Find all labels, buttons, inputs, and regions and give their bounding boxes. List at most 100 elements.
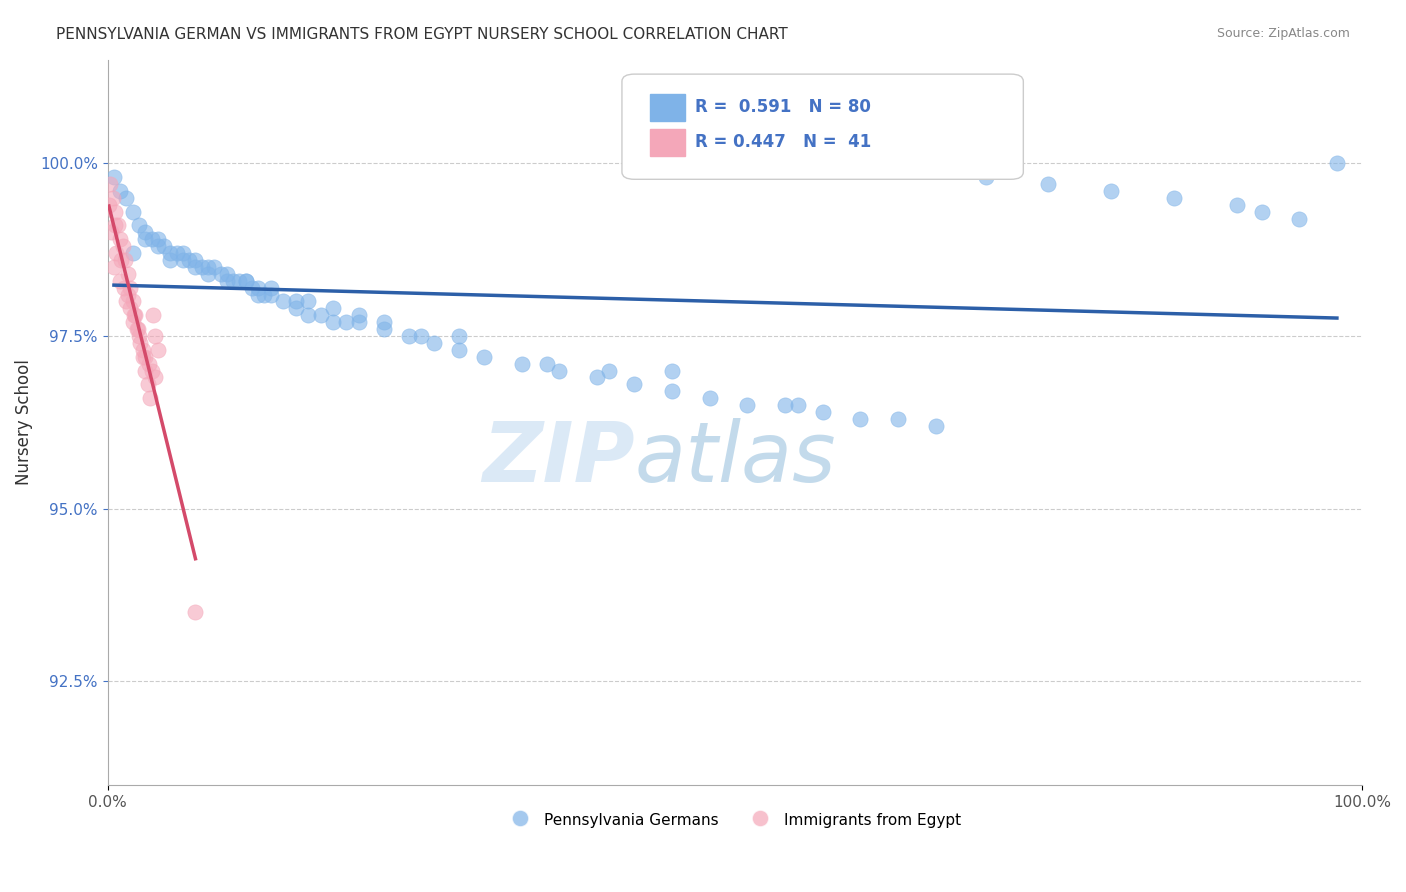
Text: R =  0.591   N = 80: R = 0.591 N = 80 xyxy=(695,98,870,117)
Point xyxy=(143,370,166,384)
Point xyxy=(548,363,571,377)
Point xyxy=(235,274,257,288)
Point xyxy=(623,377,645,392)
Point xyxy=(373,322,395,336)
Point xyxy=(184,260,207,274)
Point xyxy=(179,252,201,267)
Point xyxy=(510,357,533,371)
Point xyxy=(215,274,238,288)
Point xyxy=(197,267,219,281)
Point xyxy=(141,232,163,246)
Point xyxy=(134,232,156,246)
Point xyxy=(132,350,155,364)
Point xyxy=(103,260,125,274)
Point xyxy=(114,252,136,267)
Point xyxy=(104,204,127,219)
Point xyxy=(108,232,131,246)
Point xyxy=(202,260,225,274)
Point xyxy=(411,329,433,343)
Point xyxy=(125,322,148,336)
Point xyxy=(222,274,245,288)
Point xyxy=(184,252,207,267)
Point xyxy=(240,280,263,294)
Point xyxy=(110,252,132,267)
Point xyxy=(215,267,238,281)
Point xyxy=(104,219,127,233)
Point xyxy=(121,204,143,219)
Point xyxy=(472,350,495,364)
Point xyxy=(159,252,181,267)
Point xyxy=(322,315,344,329)
Point xyxy=(536,357,558,371)
Point xyxy=(115,191,138,205)
Point xyxy=(309,308,332,322)
Point xyxy=(146,232,169,246)
Point xyxy=(112,280,135,294)
Point xyxy=(447,329,470,343)
Point xyxy=(253,287,276,301)
Point xyxy=(197,260,219,274)
Point xyxy=(423,335,446,350)
Point xyxy=(128,329,150,343)
Point xyxy=(235,274,257,288)
Point xyxy=(136,377,159,392)
Point xyxy=(347,308,370,322)
Point xyxy=(924,418,946,433)
Point xyxy=(260,280,283,294)
Y-axis label: Nursery School: Nursery School xyxy=(15,359,32,485)
Point xyxy=(139,391,162,405)
Point xyxy=(661,363,683,377)
Point xyxy=(849,412,872,426)
Point xyxy=(1326,156,1348,170)
Point xyxy=(121,315,143,329)
Point xyxy=(190,260,212,274)
Point xyxy=(132,343,155,357)
Point xyxy=(1038,177,1060,191)
Point xyxy=(209,267,232,281)
Point xyxy=(153,239,176,253)
Point xyxy=(121,246,143,260)
Text: ZIP: ZIP xyxy=(482,418,634,500)
Text: Source: ZipAtlas.com: Source: ZipAtlas.com xyxy=(1216,27,1350,40)
Point xyxy=(97,197,120,211)
Point xyxy=(100,225,122,239)
Point xyxy=(284,294,307,309)
Bar xyxy=(650,128,685,156)
Point xyxy=(103,169,125,184)
Point xyxy=(134,225,156,239)
Point xyxy=(122,308,145,322)
Point xyxy=(117,267,139,281)
Point xyxy=(773,398,796,412)
Point xyxy=(398,329,420,343)
Point xyxy=(1163,191,1185,205)
Point xyxy=(98,177,121,191)
Point xyxy=(134,363,156,377)
Point xyxy=(120,301,142,316)
Point xyxy=(786,398,808,412)
Point xyxy=(974,169,997,184)
Point xyxy=(146,343,169,357)
Point xyxy=(142,308,165,322)
Point xyxy=(172,252,194,267)
Point xyxy=(172,246,194,260)
Point xyxy=(127,322,149,336)
Point xyxy=(1288,211,1310,226)
Point xyxy=(297,294,319,309)
Point xyxy=(121,294,143,309)
Bar xyxy=(650,94,685,121)
Point xyxy=(228,274,250,288)
Point xyxy=(108,274,131,288)
Point xyxy=(105,246,128,260)
Point xyxy=(271,294,294,309)
Point xyxy=(128,219,150,233)
Point xyxy=(146,239,169,253)
Point xyxy=(661,384,683,399)
Point xyxy=(134,350,156,364)
Point xyxy=(335,315,357,329)
Point xyxy=(260,287,283,301)
Point xyxy=(117,287,139,301)
FancyBboxPatch shape xyxy=(621,74,1024,179)
Point xyxy=(347,315,370,329)
Point xyxy=(322,301,344,316)
Point xyxy=(297,308,319,322)
